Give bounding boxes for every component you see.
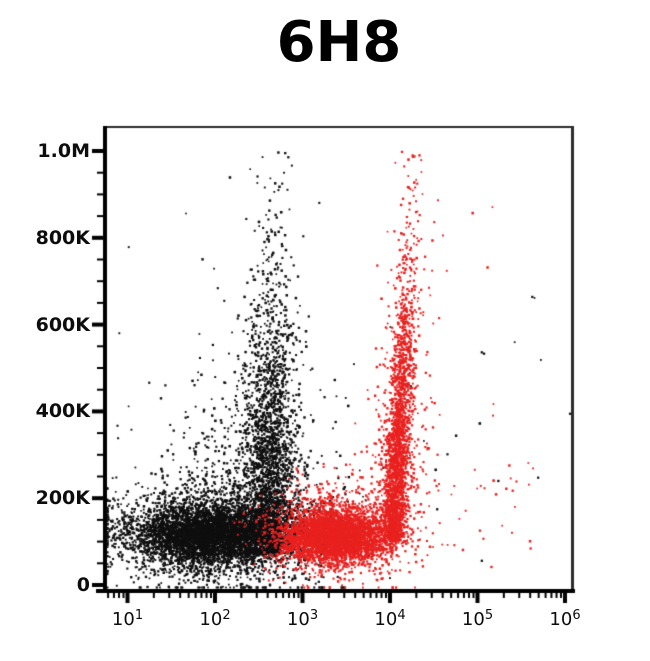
y-axis-tick-label: 600K [35, 313, 90, 336]
x-tick-exponent: 4 [397, 608, 406, 623]
y-axis-tick-label: 1.0M [37, 140, 90, 162]
x-axis-tick-label: 106 [539, 607, 591, 630]
x-axis-tick-label: 104 [364, 607, 416, 630]
x-axis-tick-label: 105 [452, 607, 504, 630]
x-tick-base: 10 [549, 609, 573, 630]
y-axis-tick-label: 800K [35, 226, 90, 249]
x-axis-tick-label: 101 [102, 607, 154, 630]
x-tick-base: 10 [461, 609, 485, 630]
x-tick-exponent: 2 [222, 608, 231, 623]
x-tick-base: 10 [286, 609, 310, 630]
y-axis-tick-label: 200K [35, 487, 90, 510]
y-axis-tick-label: 0 [76, 574, 90, 596]
x-tick-exponent: 5 [484, 608, 494, 623]
x-tick-exponent: 6 [572, 608, 581, 623]
x-tick-base: 10 [111, 609, 135, 630]
x-tick-base: 10 [374, 609, 398, 630]
x-axis-tick-label: 102 [189, 607, 241, 630]
y-axis-tick-label: 400K [35, 400, 90, 423]
x-tick-exponent: 3 [309, 608, 319, 623]
x-axis-tick-label: 103 [277, 607, 329, 630]
x-tick-exponent: 1 [134, 608, 144, 623]
x-tick-base: 10 [199, 609, 223, 630]
